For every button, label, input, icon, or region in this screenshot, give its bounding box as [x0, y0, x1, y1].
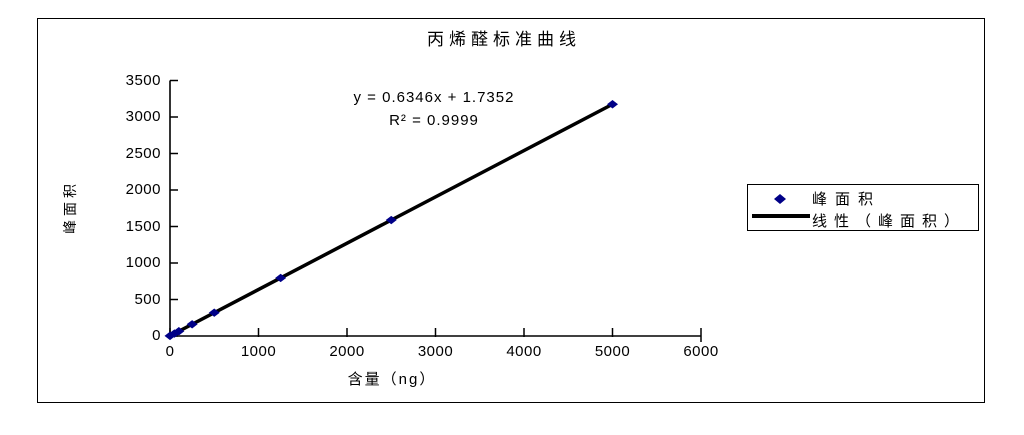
- y-tick-label: 0: [152, 327, 161, 344]
- y-tick-label: 2500: [125, 144, 161, 162]
- data-point-marker: [208, 308, 220, 317]
- y-tick-label: 3500: [125, 71, 161, 89]
- x-tick-label: 6000: [683, 343, 719, 360]
- diamond-marker-icon: [774, 194, 786, 204]
- x-tick-label: 1000: [240, 343, 277, 360]
- x-tick-label: 5000: [594, 343, 631, 360]
- r-squared-line: R² = 0.9999: [389, 112, 479, 129]
- y-tick-label: 3000: [125, 108, 161, 125]
- y-tick-label: 2000: [125, 181, 161, 198]
- trendline-sample-icon: [752, 214, 810, 218]
- data-point-marker: [385, 215, 397, 225]
- data-point-marker: [607, 100, 618, 109]
- equation-line: y = 0.6346x + 1.7352: [353, 89, 515, 106]
- legend-series-label: 峰面积: [812, 191, 882, 208]
- y-tick-label: 500: [134, 290, 161, 308]
- y-tick-label: 1000: [125, 254, 161, 271]
- legend-trendline-label: 线性（峰面积）: [812, 213, 967, 230]
- trendline-equation: y = 0.6346x + 1.7352 R² = 0.9999: [309, 86, 559, 132]
- chart-title: 丙烯醛标准曲线: [427, 30, 581, 49]
- data-point-marker: [275, 273, 287, 283]
- x-axis-title: 含量（ng）: [347, 371, 437, 388]
- y-tick-label: 1500: [125, 217, 161, 235]
- y-axis-title: 峰面积: [62, 180, 78, 234]
- x-tick-label: 3000: [417, 343, 454, 360]
- data-point-marker: [173, 327, 185, 336]
- x-tick-label: 0: [165, 343, 175, 360]
- legend: 峰面积 线性（峰面积）: [747, 184, 979, 231]
- x-tick-label: 4000: [506, 343, 542, 360]
- x-tick-label: 2000: [329, 343, 365, 360]
- data-point-marker: [186, 320, 198, 329]
